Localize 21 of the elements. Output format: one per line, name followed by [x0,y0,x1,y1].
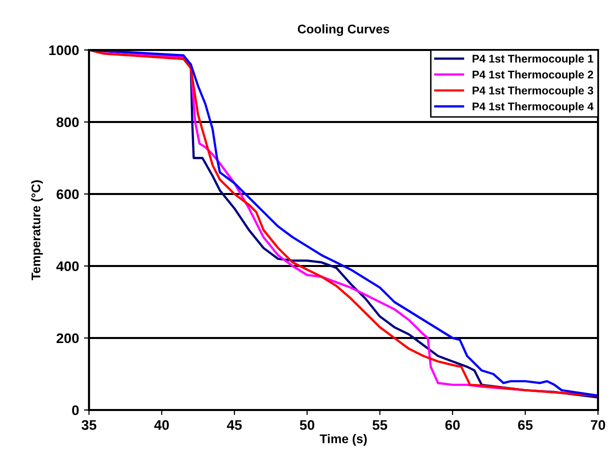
legend-label: P4 1st Thermocouple 2 [472,70,594,81]
x-axis-title: Time (s) [320,434,367,446]
chart-title: Cooling Curves [298,24,390,36]
legend-label: P4 1st Thermocouple 4 [472,102,594,113]
x-tick-label: 40 [154,420,169,430]
x-tick-label: 50 [300,420,314,430]
legend-label: P4 1st Thermocouple 3 [472,86,594,97]
y-tick-label: 400 [56,261,79,272]
y-tick-label: 200 [56,333,79,344]
y-tick-label: 1000 [49,45,79,56]
x-tick-label: 70 [590,420,606,430]
legend-label: P4 1st Thermocouple 1 [472,54,594,65]
x-tick-label: 55 [372,420,388,430]
x-tick-label: 45 [226,420,242,430]
y-tick-label: 800 [56,117,79,128]
y-tick-label: 0 [72,405,79,416]
y-tick-label: 600 [56,189,79,200]
x-tick-label: 65 [518,420,533,430]
y-axis-title: Temperature (°C) [31,180,43,280]
x-tick-label: 60 [445,420,460,430]
x-tick-label: 35 [82,420,96,430]
